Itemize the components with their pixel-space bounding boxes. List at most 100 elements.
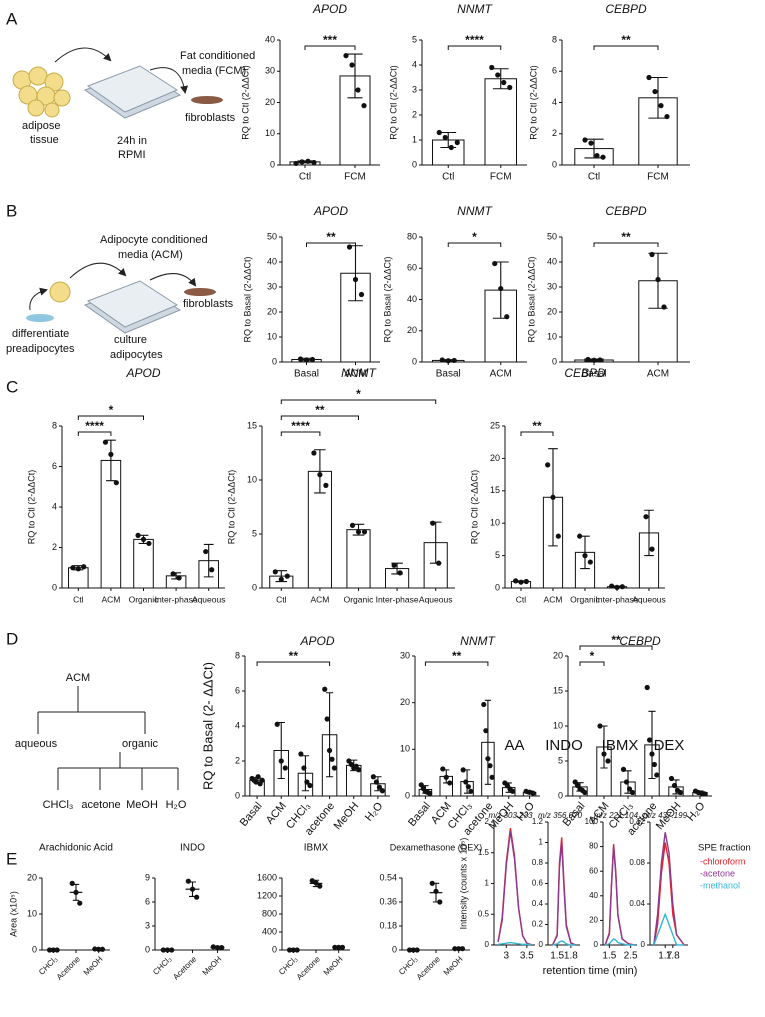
chart-subtitle: m/z 221.104 [594, 811, 639, 820]
chart: APOD RQ to Basal (2-ΔΔCt) 0 10 20 30 40 50 Basal… [242, 204, 380, 380]
significance-label: * [356, 387, 361, 401]
chart-title: IBMX [602, 737, 639, 754]
y-tick-label: 80 [407, 231, 417, 241]
chart-title: NNMT [457, 2, 493, 16]
data-point [443, 774, 449, 780]
y-tick-label: 5 [412, 34, 417, 44]
y-tick-label: 0 [392, 944, 397, 954]
data-point [410, 947, 416, 953]
chart: NNMT RQ to Ctl (2-ΔΔCt) 0 1 2 3 4 5 Ctl FCM **** [388, 2, 527, 183]
data-point [414, 947, 420, 953]
y-tick-label: 2 [52, 542, 57, 552]
plate-icon [83, 280, 182, 334]
significance-bracket [77, 431, 112, 436]
data-point [164, 947, 171, 953]
label: Adipocyte conditioned [100, 234, 208, 246]
label: Fat conditioned [180, 50, 255, 62]
data-point [629, 789, 636, 796]
y-tick-label: 0 [252, 582, 257, 592]
x-tick-label: Organic [570, 594, 601, 604]
data-point [272, 569, 278, 575]
arrow [54, 47, 112, 63]
data-point [185, 878, 191, 884]
chart-title: Dexamethasone (DEX) [390, 842, 483, 852]
y-tick-label: 0.18 [379, 920, 397, 930]
y-tick-label: 4 [235, 720, 240, 730]
significance-bracket [593, 242, 659, 247]
data-point [50, 947, 56, 953]
y-tick-label: 10 [400, 744, 410, 754]
data-point [304, 779, 310, 785]
significance-label: * [109, 403, 114, 417]
data-point [489, 774, 495, 780]
panel-letter: B [6, 201, 17, 220]
data-point [108, 451, 114, 457]
data-point [643, 514, 649, 520]
data-point [135, 532, 141, 538]
data-point [646, 74, 652, 81]
x-tick-label: Aqueous [632, 594, 666, 604]
data-point [309, 878, 315, 884]
data-point [550, 494, 556, 500]
data-point [210, 944, 216, 950]
data-point [429, 880, 435, 886]
y-axis-label: RQ to Basal (2-ΔΔCt) [526, 256, 536, 342]
label: culture [114, 334, 147, 346]
error-bar [492, 68, 509, 90]
data-point [96, 946, 102, 952]
data-point [626, 786, 633, 792]
significance-bracket [306, 242, 356, 247]
significance-bracket [304, 45, 356, 50]
error-bar [301, 755, 310, 792]
data-point [160, 947, 166, 953]
data-point [355, 529, 362, 535]
significance-label: ** [621, 33, 631, 47]
data-point [313, 880, 319, 886]
y-axis-label: RQ to Basal (2-ΔΔCt) [242, 256, 252, 342]
data-point [649, 251, 655, 258]
data-point [465, 784, 471, 790]
y-tick-label: 0.12 [629, 817, 645, 826]
y-tick-label: 1.2 [532, 817, 544, 826]
data-point [75, 566, 81, 572]
significance-label: ** [326, 230, 336, 244]
data-point [170, 571, 176, 577]
tree-labels: ACM aqueous organic CHCl₃ acetone MeOH H… [15, 672, 187, 811]
bar [340, 272, 371, 363]
data-point [297, 356, 304, 362]
y-tick-label: 0.54 [379, 872, 397, 882]
data-point [209, 567, 215, 573]
y-tick-label: 60 [589, 866, 598, 875]
y-tick-label: 10 [247, 474, 257, 484]
data-point [113, 480, 119, 486]
chart: CEBPD RQ to Basal (2-ΔΔCt) 0 10 20 30 40 50 Basa… [526, 204, 690, 380]
y-tick-label: 10 [265, 128, 275, 138]
chart-title: NNMT [457, 204, 493, 218]
significance-label: *** [323, 33, 337, 47]
data-point [214, 945, 221, 951]
y-tick-label: 25 [490, 420, 500, 430]
data-point [298, 751, 304, 757]
y-tick-label: 0 [594, 940, 599, 949]
x-tick-label: Inter-phase [596, 594, 639, 604]
label: fibroblasts [183, 298, 234, 310]
data-point [523, 578, 529, 585]
data-point [73, 889, 79, 896]
y-tick-label: 20 [589, 916, 598, 925]
data-point [658, 103, 664, 109]
data-point [481, 701, 487, 708]
data-point [668, 775, 675, 782]
x-tick-label: Acetone [415, 954, 443, 982]
data-point [361, 103, 367, 109]
y-tick-label: 2 [485, 817, 490, 826]
y-tick-label: 8 [235, 650, 240, 660]
y-tick-label: 10 [547, 331, 557, 341]
y-tick-label: 10 [490, 518, 500, 528]
x-tick-label: MeOH [322, 954, 345, 977]
data-point [620, 766, 627, 773]
data-point [146, 540, 152, 547]
data-point [623, 779, 630, 785]
y-tick-label: 5 [495, 550, 500, 560]
label: RPMI [118, 149, 146, 161]
